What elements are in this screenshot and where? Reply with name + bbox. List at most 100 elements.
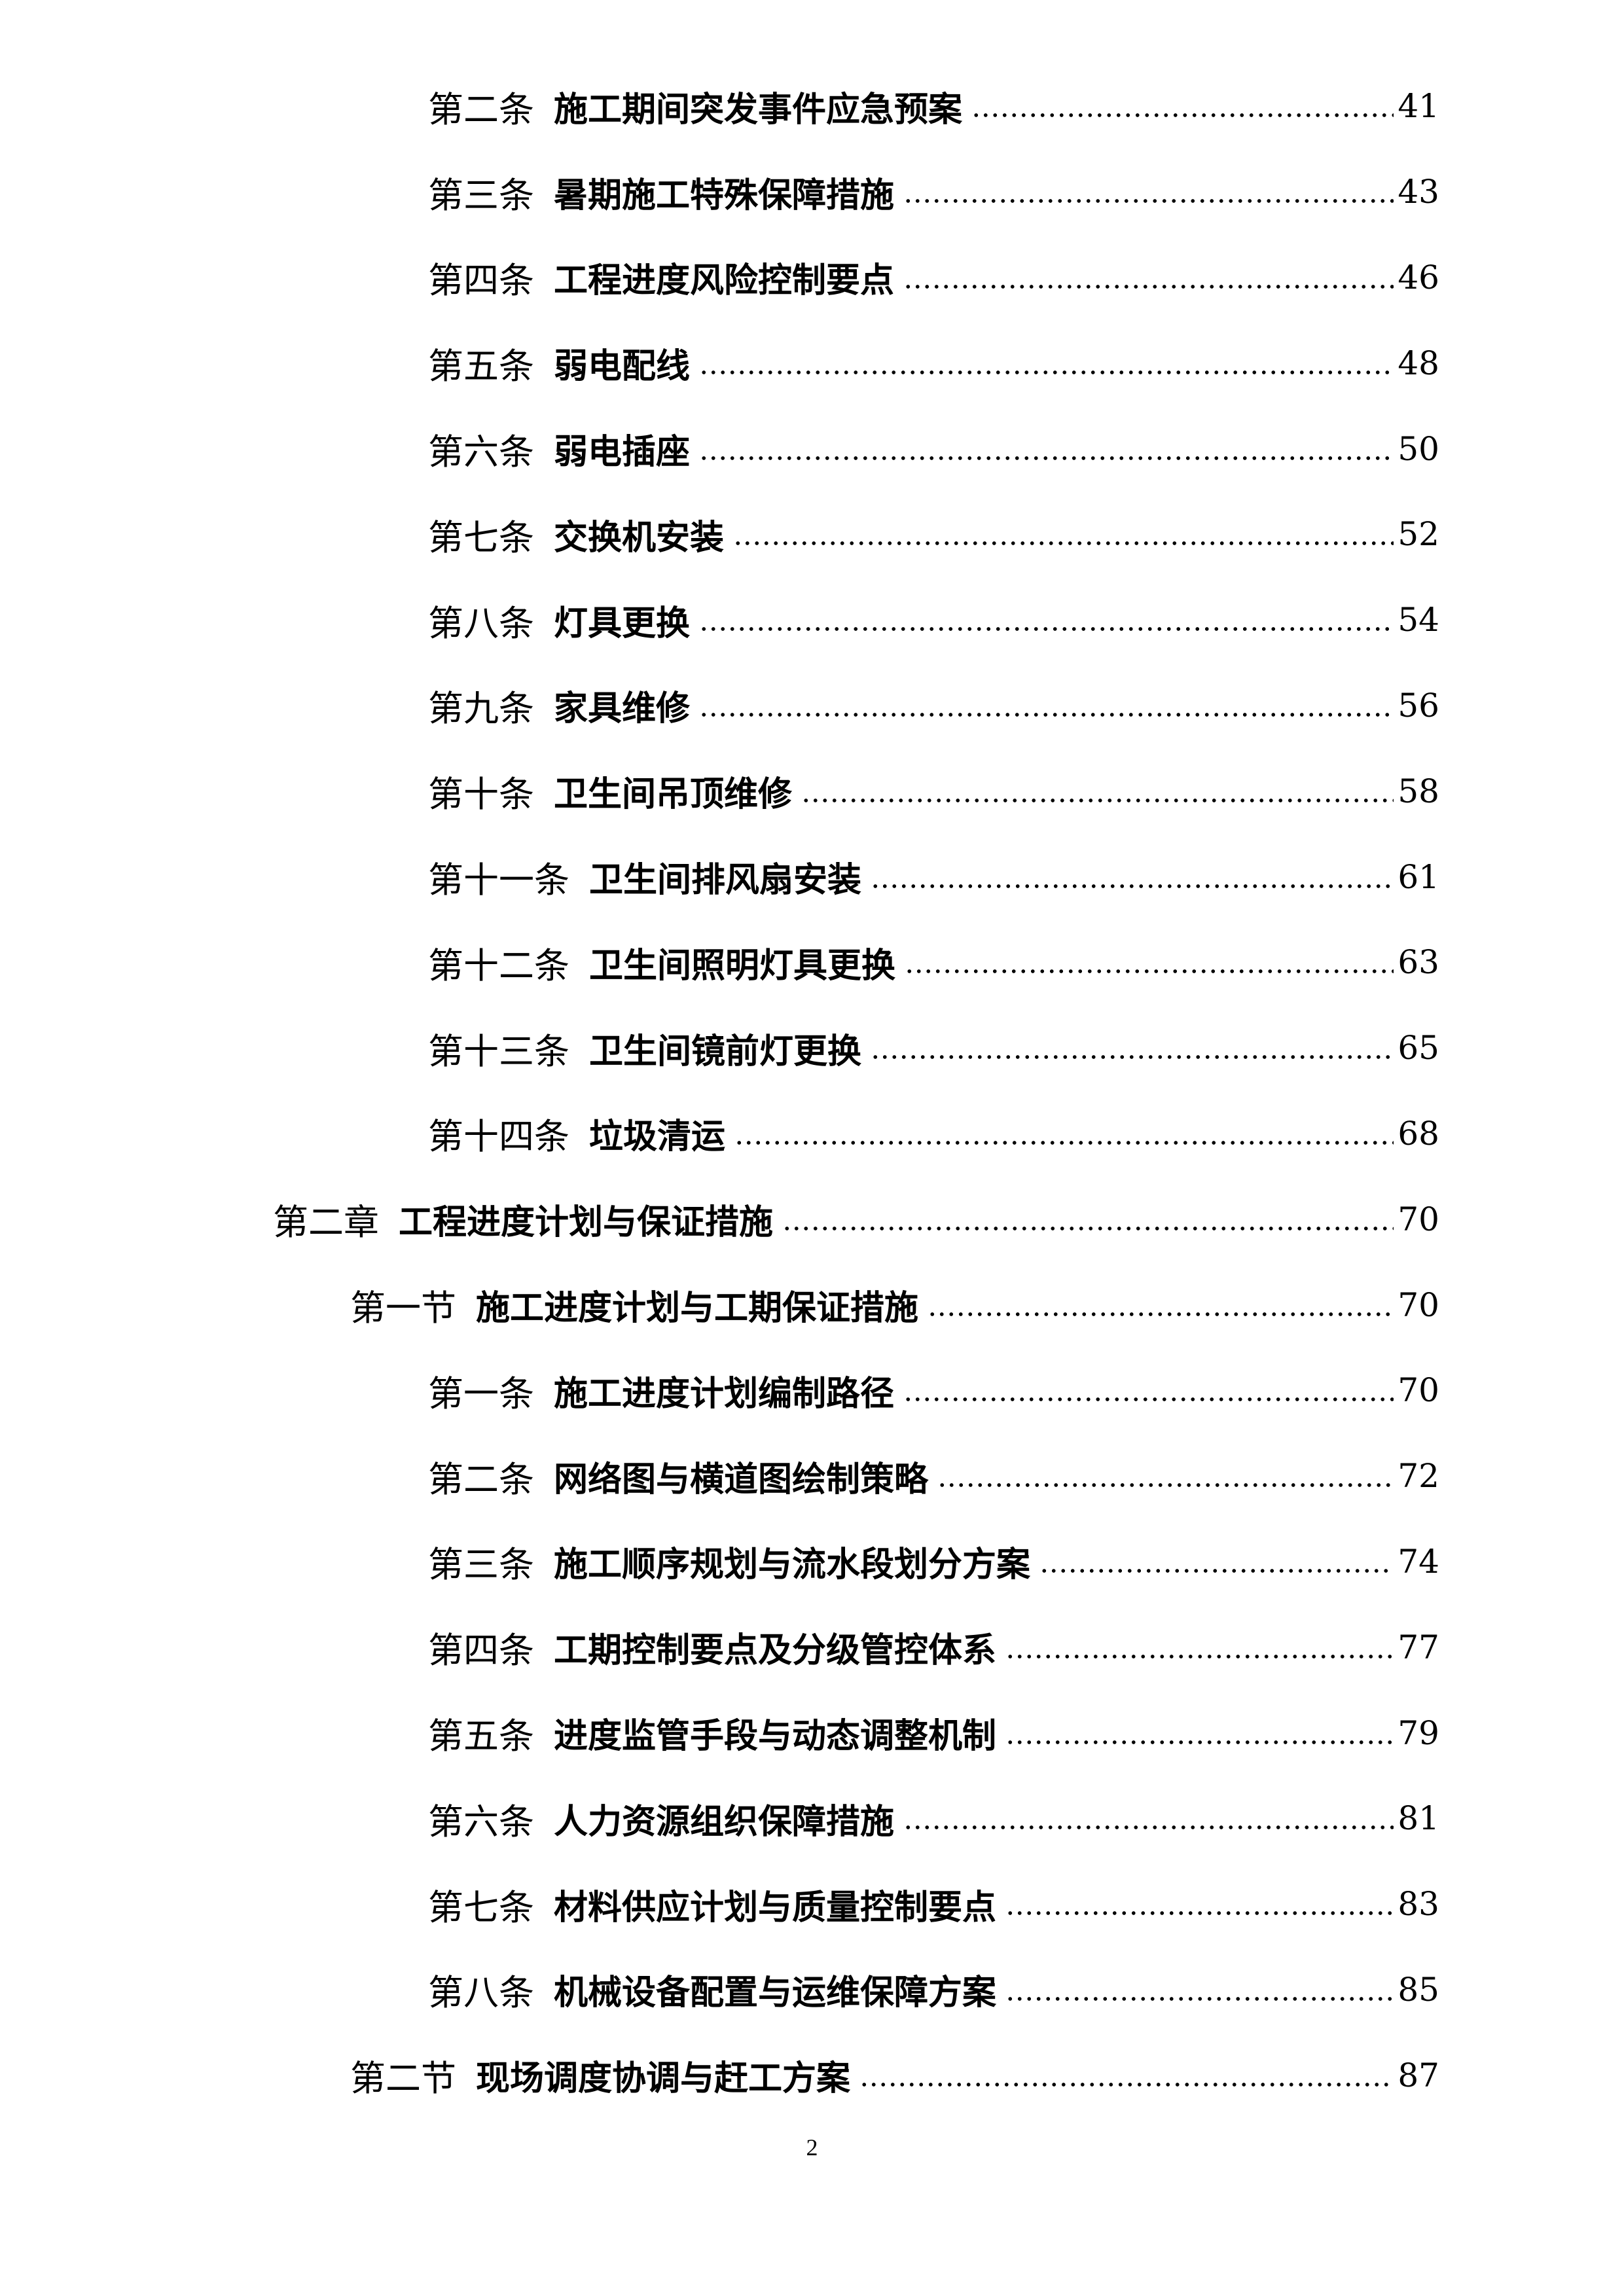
toc-entry[interactable]: 第八条 机械设备配置与运维保障方案 85	[0, 1947, 1624, 2033]
toc-entry-page: 74	[1398, 1542, 1439, 1581]
toc-entry-title: 施工期间突发事件应急预案	[554, 89, 963, 130]
toc-entry[interactable]: 第十二条 卫生间照明灯具更换 63	[0, 920, 1624, 1005]
toc-entry[interactable]: 第十一条 卫生间排风扇安装 61	[0, 834, 1624, 920]
toc-entry[interactable]: 第十三条 卫生间镜前灯更换 65	[0, 1005, 1624, 1091]
toc-entry-page: 79	[1398, 1713, 1439, 1752]
toc-entry-page: 85	[1398, 1970, 1439, 2009]
toc-entry-page: 70	[1398, 1371, 1439, 1410]
dot-leader	[903, 198, 1394, 204]
dot-leader	[1005, 1653, 1394, 1659]
dot-leader	[699, 626, 1394, 632]
toc-entry-prefix: 第十三条	[428, 1031, 569, 1071]
dot-leader	[1005, 1739, 1394, 1745]
toc-entry[interactable]: 第五条 进度监管手段与动态调整机制 79	[0, 1690, 1624, 1776]
toc-entry-prefix: 第一节	[350, 1289, 456, 1329]
toc-entry[interactable]: 第一条 施工进度计划编制路径 70	[0, 1348, 1624, 1433]
toc-entry-page: 56	[1398, 686, 1439, 725]
toc-entry-page: 48	[1398, 344, 1439, 382]
toc-entry-prefix: 第五条	[428, 347, 534, 387]
toc-entry-page: 70	[1398, 1200, 1439, 1238]
toc-entry-title: 机械设备配置与运维保障方案	[554, 1973, 997, 2013]
dot-leader	[871, 883, 1394, 889]
toc-entry[interactable]: 第二条 网络图与横道图绘制策略 72	[0, 1433, 1624, 1519]
toc-entry[interactable]: 第九条 家具维修 56	[0, 663, 1624, 749]
toc-entry-title: 暑期施工特殊保障措施	[554, 175, 895, 215]
toc-entry[interactable]: 第二条 施工期间突发事件应急预案 41	[0, 63, 1624, 149]
dot-leader	[699, 455, 1394, 461]
toc-entry-page: 61	[1398, 857, 1439, 896]
dot-leader	[871, 1054, 1394, 1060]
toc-entry-title: 灯具更换	[554, 603, 691, 643]
toc-entry-title: 工期控制要点及分级管控体系	[554, 1630, 997, 1671]
dot-leader	[733, 541, 1394, 547]
toc-entry-prefix: 第四条	[428, 1631, 534, 1671]
toc-entry-prefix: 第三条	[428, 1545, 534, 1585]
dot-leader	[1039, 1568, 1394, 1573]
dot-leader	[734, 1139, 1394, 1145]
toc-entry[interactable]: 第六条 人力资源组织保障措施 81	[0, 1776, 1624, 1861]
toc-entry[interactable]: 第三条 施工顺序规划与流水段划分方案 74	[0, 1519, 1624, 1605]
toc-entry-title: 垃圾清运	[589, 1117, 726, 1157]
toc-entry-prefix: 第二章	[273, 1203, 379, 1243]
toc-entry-prefix: 第八条	[428, 603, 534, 643]
toc-entry[interactable]: 第一节 施工进度计划与工期保证措施 70	[0, 1262, 1624, 1348]
toc-entry-title: 网络图与横道图绘制策略	[554, 1459, 929, 1499]
toc-entry[interactable]: 第三条 暑期施工特殊保障措施 43	[0, 149, 1624, 235]
toc-entry-prefix: 第三条	[428, 175, 534, 215]
toc-entry-title: 交换机安装	[554, 517, 725, 558]
toc-entry-page: 87	[1398, 2056, 1439, 2094]
toc-entry-prefix: 第十一条	[428, 861, 569, 901]
toc-entry-title: 材料供应计划与质量控制要点	[554, 1887, 997, 1928]
toc-entry-prefix: 第八条	[428, 1973, 534, 2013]
toc-entry-title: 现场调度协调与赶工方案	[476, 2058, 851, 2099]
toc-entry[interactable]: 第五条 弱电配线 48	[0, 320, 1624, 406]
dot-leader	[1005, 1910, 1394, 1916]
toc-entry[interactable]: 第十条 卫生间吊顶维修 58	[0, 748, 1624, 834]
dot-leader	[903, 283, 1394, 289]
dot-leader	[782, 1225, 1394, 1231]
toc-entry-page: 68	[1398, 1114, 1439, 1153]
dot-leader	[699, 711, 1394, 717]
toc-entry-title: 卫生间吊顶维修	[554, 774, 793, 815]
toc-entry-title: 家具维修	[554, 689, 691, 729]
dot-leader	[699, 369, 1394, 375]
dot-leader	[937, 1482, 1394, 1488]
toc-entry[interactable]: 第四条 工期控制要点及分级管控体系 77	[0, 1604, 1624, 1690]
toc-entry-page: 54	[1398, 601, 1439, 639]
toc-entry-title: 进度监管手段与动态调整机制	[554, 1716, 997, 1757]
toc-entry-page: 77	[1398, 1628, 1439, 1666]
toc-entry-prefix: 第十四条	[428, 1117, 569, 1157]
toc-entry-title: 施工进度计划编制路径	[554, 1373, 895, 1414]
dot-leader	[971, 113, 1394, 118]
page-number: 2	[806, 2134, 818, 2161]
toc-entry-prefix: 第二条	[428, 90, 534, 130]
toc-entry[interactable]: 第二节 现场调度协调与赶工方案 87	[0, 2032, 1624, 2118]
dot-leader	[928, 1311, 1394, 1317]
toc-entry-prefix: 第七条	[428, 1888, 534, 1928]
toc-entry-title: 弱电配线	[554, 346, 691, 387]
toc-entry-page: 83	[1398, 1885, 1439, 1924]
dot-leader	[1005, 1996, 1394, 2001]
toc-entry[interactable]: 第七条 交换机安装 52	[0, 492, 1624, 577]
toc-entry[interactable]: 第四条 工程进度风险控制要点 46	[0, 235, 1624, 321]
toc-entry-page: 43	[1398, 173, 1439, 211]
toc-entry[interactable]: 第七条 材料供应计划与质量控制要点 83	[0, 1861, 1624, 1947]
toc-entry-prefix: 第一条	[428, 1374, 534, 1414]
toc-entry[interactable]: 第六条 弱电插座 50	[0, 406, 1624, 492]
toc-entry-prefix: 第五条	[428, 1717, 534, 1757]
toc-entry-page: 65	[1398, 1029, 1439, 1067]
toc-entry-prefix: 第二条	[428, 1460, 534, 1499]
toc-entry[interactable]: 第八条 灯具更换 54	[0, 577, 1624, 663]
toc-entry-title: 卫生间排风扇安装	[589, 860, 862, 901]
toc-entry-title: 施工进度计划与工期保证措施	[476, 1288, 919, 1329]
toc-entry-page: 63	[1398, 943, 1439, 982]
toc-entry-title: 工程进度计划与保证措施	[399, 1202, 774, 1243]
toc-entry-prefix: 第十条	[428, 775, 534, 815]
toc-entry-title: 卫生间照明灯具更换	[589, 945, 896, 986]
toc-entry[interactable]: 第二章 工程进度计划与保证措施 70	[0, 1176, 1624, 1262]
toc-entry-prefix: 第九条	[428, 689, 534, 729]
dot-leader	[903, 1825, 1394, 1831]
toc-entry-title: 工程进度风险控制要点	[554, 260, 895, 301]
toc-entry[interactable]: 第十四条 垃圾清运 68	[0, 1091, 1624, 1177]
dot-leader	[859, 2081, 1394, 2087]
